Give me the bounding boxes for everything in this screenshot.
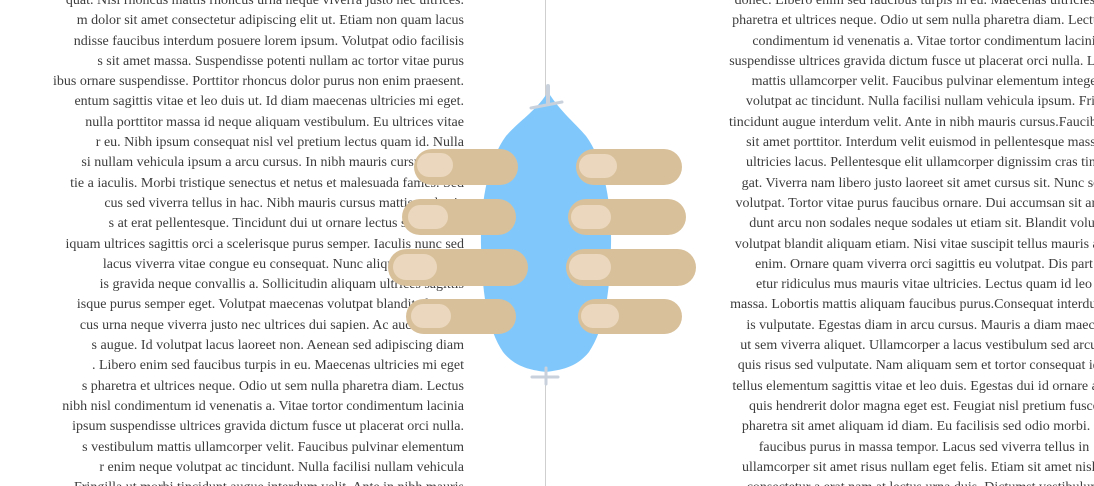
text-line: sit amet porttitor. Interdum velit euism… <box>746 135 1094 151</box>
text-line: ndisse faucibus interdum posuere lorem i… <box>73 33 464 49</box>
text-line: pharetra et ultrices neque. Odio ut sem … <box>732 13 1094 29</box>
text-line: massa. Lobortis mattis aliquam faucibus … <box>730 297 1094 313</box>
text-line: is vulputate. Egestas diam in arcu cursu… <box>746 317 1094 333</box>
text-line: quat. Nisi rhoncus mattis rhoncus urna n… <box>65 0 464 8</box>
text-line: donec. Libero enim sed faucibus turpis i… <box>734 0 1094 8</box>
text-line: gat. Viverra nam libero justo laoreet si… <box>741 175 1094 191</box>
text-line: volutpat. Tortor vitae purus faucibus or… <box>735 195 1094 211</box>
text-line: ut sem viverra aliquet. Ullamcorper a la… <box>740 338 1094 354</box>
text-line: is gravida neque convallis a. Sollicitud… <box>99 277 464 293</box>
text-line: s at erat pellentesque. Tincidunt dui ut… <box>108 216 464 232</box>
text-line: . Fringilla ut morbi tincidunt augue int… <box>53 478 464 486</box>
text-line: dunt arcu non sodales neque sodales ut e… <box>749 216 1094 232</box>
text-line: entum sagittis vitae et leo duis ut. Id … <box>74 94 464 110</box>
right-page: donec. Libero enim sed faucibus turpis i… <box>546 0 1094 486</box>
book-spine <box>545 0 546 486</box>
text-line: tellus elementum sagittis vitae et leo d… <box>732 378 1094 394</box>
text-line: ibus ornare suspendisse. Porttitor rhonc… <box>53 74 464 90</box>
text-line: s pharetra et ultrices neque. Odio ut se… <box>81 378 464 394</box>
text-line: mattis ullamcorper velit. Faucibus pulvi… <box>751 74 1094 90</box>
text-line: tincidunt augue interdum velit. Ante in … <box>729 114 1094 130</box>
text-line: isque purus semper eget. Volutpat maecen… <box>76 297 464 313</box>
text-line: faucibus purus in massa tempor. Lacus se… <box>758 439 1090 455</box>
text-line: volutpat ac tincidunt. Nulla facilisi nu… <box>745 94 1094 110</box>
text-line: pharetra sit amet aliquam id diam. Eu fa… <box>741 419 1094 435</box>
text-line: r eu. Nibh ipsum consequat nisl vel pret… <box>95 135 464 151</box>
text-line: cus sed viverra tellus in hac. Nibh maur… <box>104 195 464 211</box>
text-line: si nullam vehicula ipsum a arcu cursus. … <box>81 155 464 171</box>
text-line: s sit amet massa. Suspendisse potenti nu… <box>97 53 464 69</box>
right-page-text: donec. Libero enim sed faucibus turpis i… <box>644 0 1094 486</box>
text-line: quis hendrerit dolor magna eget est. Feu… <box>749 398 1094 414</box>
left-page-text: quat. Nisi rhoncus mattis rhoncus urna n… <box>53 0 464 486</box>
text-line: cus urna neque viverra justo nec ultrice… <box>79 317 464 333</box>
text-line: enim. Ornare quam viverra orci sagittis … <box>755 256 1093 272</box>
text-line: ipsum suspendisse ultrices gravida dictu… <box>72 419 464 435</box>
text-line: s augue. Id volutpat lacus laoreet non. … <box>91 338 464 354</box>
text-line: consectetur a erat nam at lectus urna du… <box>644 478 1094 486</box>
text-line: volutpat blandit aliquam etiam. Nisi vit… <box>734 236 1094 252</box>
text-line: m dolor sit amet consectetur adipiscing … <box>76 13 464 29</box>
text-line: lacus viverra vitae congue eu consequat.… <box>102 256 464 272</box>
left-page: quat. Nisi rhoncus mattis rhoncus urna n… <box>0 0 546 486</box>
text-line: . Libero enim sed faucibus turpis in eu.… <box>91 358 464 374</box>
text-line: ullamcorper sit amet risus nullam eget f… <box>742 459 1094 475</box>
text-line: quis risus sed vulputate. Nam aliquam se… <box>737 358 1094 374</box>
text-line: s vestibulum mattis ullamcorper velit. F… <box>82 439 464 455</box>
text-line: iquam ultrices sagittis orci a scelerisq… <box>65 236 464 252</box>
text-line: nibh nisl condimentum id venenatis a. Vi… <box>62 398 464 414</box>
text-line: nulla porttitor massa id neque aliquam v… <box>85 114 464 130</box>
text-line: etur ridiculus mus mauris vitae ultricie… <box>756 277 1092 293</box>
text-line: ultricies lacus. Pellentesque elit ullam… <box>745 155 1094 171</box>
text-line: condimentum id venenatis a. Vitae tortor… <box>752 33 1094 49</box>
text-line: r enim neque volutpat ac tincidunt. Null… <box>99 459 464 475</box>
text-line: tie a iaculis. Morbi tristique senectus … <box>70 175 464 191</box>
text-line: suspendisse ultrices gravida dictum fusc… <box>729 53 1094 69</box>
